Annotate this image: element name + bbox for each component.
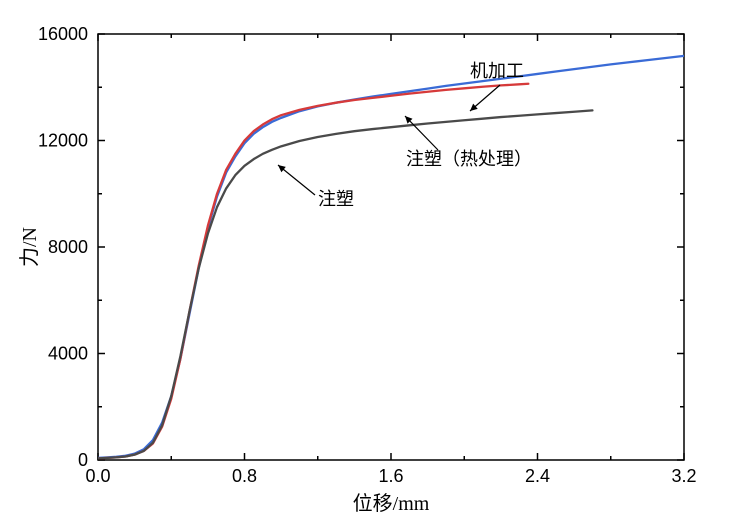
x-tick-label: 0.0 [85,466,110,486]
annotation-label: 机加工 [470,61,524,81]
y-tick-label: 12000 [38,131,88,151]
y-tick-label: 8000 [48,237,88,257]
annotation-label: 注塑（热处理） [406,149,532,169]
annotation-label: 注塑 [318,189,354,209]
series-line [98,84,528,459]
y-tick-label: 16000 [38,24,88,44]
x-tick-label: 3.2 [671,466,696,486]
x-tick-label: 2.4 [525,466,550,486]
plot-border [98,34,684,460]
x-tick-label: 1.6 [378,466,403,486]
line-chart: 0.0 0.8 1.6 2.4 3.2 0 4000 8000 12000 16000 位移/mm 力… [0,0,742,529]
series-group [98,56,684,459]
annotation-arrowhead [278,165,286,172]
x-tick-label: 0.8 [232,466,257,486]
y-tick-label: 0 [78,450,88,470]
x-axis-label: 位移/mm [353,492,430,515]
y-tick-label: 4000 [48,344,88,364]
y-axis-label: 力/N [18,227,41,267]
series-line [98,56,684,458]
chart-container: 0.0 0.8 1.6 2.4 3.2 0 4000 8000 12000 16000 位移/mm 力… [0,0,742,529]
